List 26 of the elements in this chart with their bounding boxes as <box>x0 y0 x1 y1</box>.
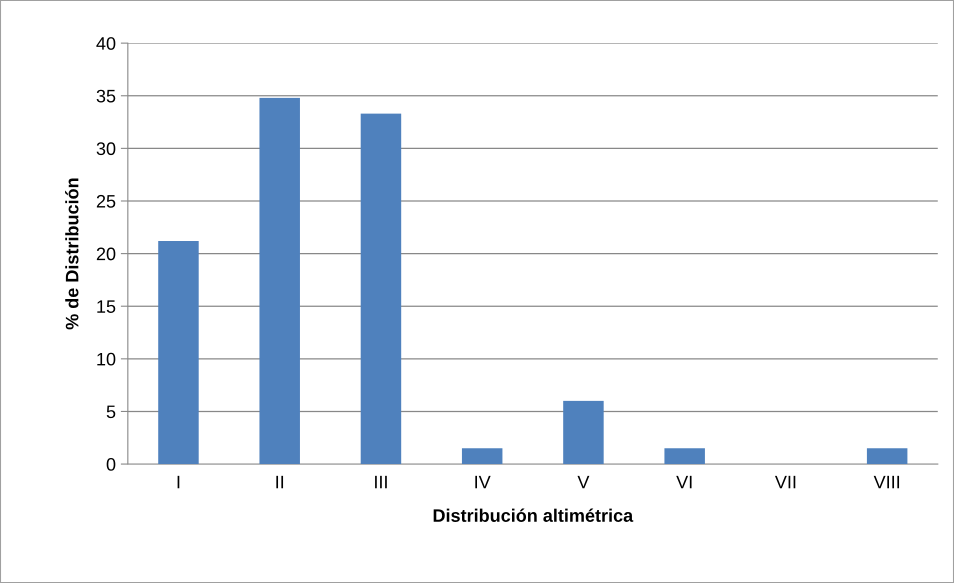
bar <box>360 114 402 464</box>
y-axis-title: % de Distribución <box>65 178 78 330</box>
y-tick-label: 10 <box>97 352 116 366</box>
x-tick-label: II <box>276 476 284 488</box>
y-tick-label: 5 <box>106 406 116 418</box>
bar <box>866 448 908 464</box>
bar <box>259 98 300 464</box>
x-tick-label: V <box>577 476 590 488</box>
y-tick-label: 30 <box>96 142 116 156</box>
x-tick-label: VIII <box>874 476 900 488</box>
y-tick-label: 25 <box>96 194 116 208</box>
bar <box>158 240 199 464</box>
y-tick-label: 0 <box>106 458 116 471</box>
x-tick-label: VI <box>676 476 692 488</box>
x-tick-label: VII <box>774 476 796 488</box>
y-tick-label: 40 <box>96 37 116 50</box>
x-tick-label: IV <box>475 476 491 488</box>
y-tick-label: 20 <box>96 248 116 260</box>
y-tick-label: 15 <box>97 300 116 313</box>
y-tick-label: 35 <box>96 90 116 102</box>
x-axis-title: Distribución altimétrica <box>434 508 634 522</box>
x-tick-label: III <box>375 476 387 488</box>
bar <box>664 448 705 464</box>
bar <box>563 400 604 464</box>
bar <box>462 448 502 464</box>
x-tick-label: I <box>178 476 180 488</box>
